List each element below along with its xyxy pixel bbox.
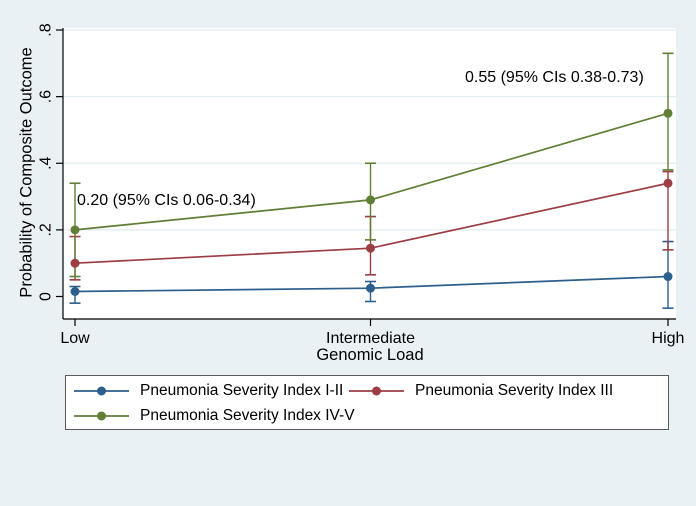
series-marker-2 — [70, 225, 80, 235]
annotation-high-green: 0.55 (95% CIs 0.38-0.73) — [465, 69, 644, 86]
y-tick-label: .2 — [38, 223, 55, 236]
legend-item: Pneumonia Severity Index III — [349, 382, 613, 400]
y-axis-title: Probability of Composite Outcome — [17, 47, 36, 298]
legend: Pneumonia Severity Index I-II Pneumonia S… — [65, 375, 669, 430]
y-tick-label: 0 — [38, 292, 55, 301]
legend-label: Pneumonia Severity Index IV-V — [140, 407, 355, 425]
legend-sample-icon — [74, 411, 129, 421]
series-marker-2 — [663, 108, 673, 118]
legend-sample-icon — [74, 386, 129, 396]
y-tick-label: .8 — [38, 23, 55, 36]
series-marker-0 — [366, 283, 375, 293]
legend-label: Pneumonia Severity Index I-II — [140, 381, 344, 399]
plot-area: 0 .2 .4 .6 .8 Low Intermediate High — [38, 23, 685, 347]
legend-item: Pneumonia Severity Index IV-V — [74, 407, 355, 425]
x-tick-label: Low — [60, 330, 90, 347]
series-marker-1 — [70, 258, 80, 268]
legend-row: Pneumonia Severity Index I-II Pneumonia S… — [74, 378, 668, 403]
legend-sample-icon — [349, 386, 404, 396]
plot-background — [63, 28, 676, 319]
legend-item: Pneumonia Severity Index I-II — [74, 382, 349, 400]
series-marker-1 — [366, 243, 375, 253]
x-tick-label: Intermediate — [326, 330, 415, 347]
series-marker-1 — [663, 178, 673, 188]
annotation-low-green: 0.20 (95% CIs 0.06-0.34) — [77, 192, 256, 209]
x-tick-label: High — [652, 330, 685, 347]
y-tick-label: .4 — [38, 156, 55, 169]
legend-row: Pneumonia Severity Index IV-V — [74, 404, 668, 429]
x-axis-title: Genomic Load — [316, 346, 424, 364]
y-tick-label: .6 — [38, 90, 55, 103]
series-marker-0 — [663, 272, 673, 282]
legend-label: Pneumonia Severity Index III — [415, 381, 614, 399]
series-marker-2 — [366, 195, 375, 205]
series-marker-0 — [70, 287, 80, 297]
